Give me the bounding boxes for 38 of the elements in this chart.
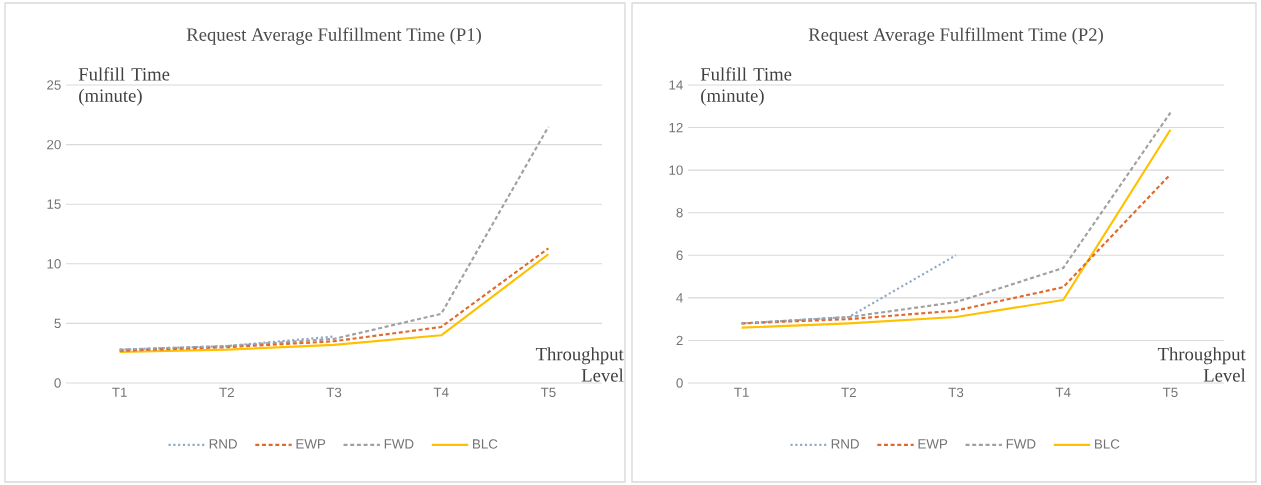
y-axis-title: Fulfill Time (minute)	[78, 67, 170, 106]
chart-title: Request Average Fulfillment Time (P1)	[186, 27, 481, 45]
x-tick-label: T2	[219, 387, 234, 398]
y-tick-label: 5	[54, 318, 61, 329]
x-tick-label: T2	[841, 387, 856, 398]
y-tick-label: 15	[47, 199, 61, 209]
x-tick-label: T5	[1162, 387, 1178, 397]
x-axis-title: Throughput Level	[535, 347, 624, 382]
y-tick-label: 2	[676, 335, 683, 346]
legend-label: BLC	[473, 439, 498, 449]
y-tick-label: 25	[47, 80, 61, 90]
y-tick-label: 10	[47, 259, 61, 269]
y-tick-label: 4	[676, 293, 683, 303]
x-tick-label: T5	[540, 387, 556, 397]
y-tick-label: 0	[676, 378, 683, 388]
legend-label: RND	[209, 439, 237, 449]
x-tick-label: T3	[326, 387, 342, 398]
legend-label: EWP	[296, 439, 326, 449]
legend-label: RND	[831, 439, 859, 449]
x-axis-title: Throughput Level	[1157, 347, 1246, 382]
x-tick-label: T1	[734, 387, 749, 397]
y-tick-label: 10	[669, 165, 683, 175]
legend-label: BLC	[1095, 439, 1120, 449]
x-tick-label: T1	[112, 387, 127, 397]
legend-label: FWD	[1006, 439, 1036, 449]
x-tick-label: T3	[948, 387, 964, 398]
chart-title: Request Average Fulfillment Time (P2)	[808, 27, 1103, 45]
x-tick-label: T4	[1055, 387, 1071, 397]
x-tick-label: T4	[433, 387, 449, 397]
y-tick-label: 14	[669, 80, 683, 90]
y-tick-label: 8	[676, 207, 683, 218]
y-tick-label: 0	[54, 378, 61, 388]
y-axis-title: Fulfill Time (minute)	[700, 67, 792, 106]
legend-label: EWP	[918, 439, 948, 449]
y-tick-label: 6	[676, 250, 683, 260]
y-tick-label: 12	[669, 122, 683, 133]
legend-label: FWD	[384, 439, 414, 449]
y-tick-label: 20	[47, 139, 61, 150]
